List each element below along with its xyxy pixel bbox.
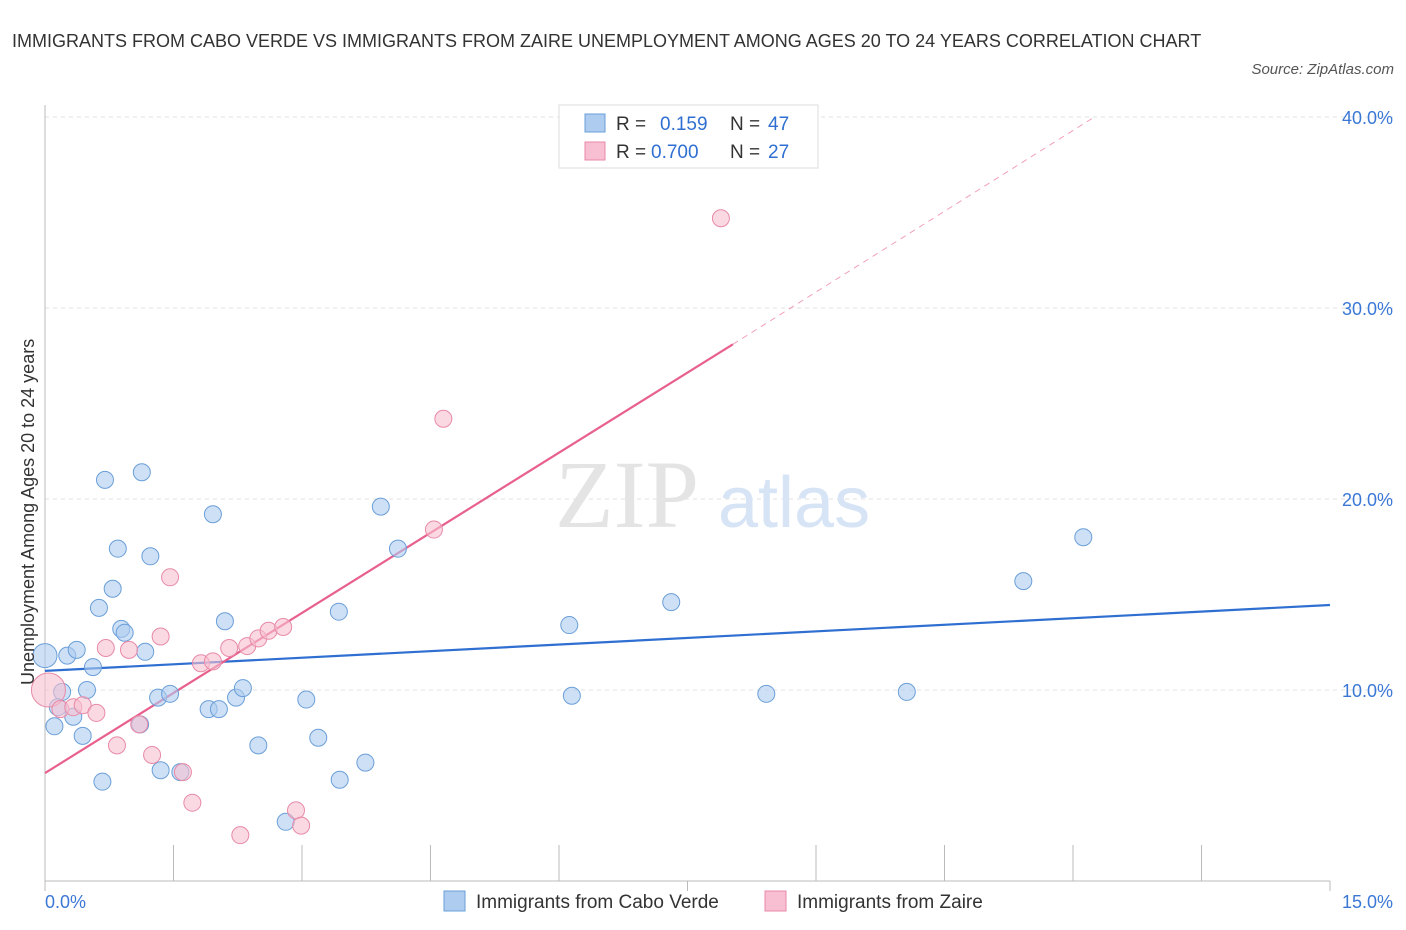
legend-r-value: 0.159: [660, 114, 708, 135]
data-point-zaire: [30, 672, 66, 708]
data-point-cabo-verde: [209, 700, 228, 719]
data-point-cabo-verde: [203, 505, 222, 524]
data-point-zaire: [119, 640, 138, 659]
data-point-cabo-verde: [757, 684, 776, 703]
data-point-cabo-verde: [215, 612, 234, 631]
data-point-zaire: [143, 745, 162, 764]
data-point-cabo-verde: [103, 579, 122, 598]
data-point-cabo-verde: [141, 547, 160, 566]
data-point-zaire: [107, 736, 126, 755]
legend-n-label: N =: [730, 114, 760, 135]
bottom-legend: Immigrants from Cabo Verde Immigrants fr…: [443, 890, 983, 913]
x-tick-label: 15.0%: [1342, 892, 1393, 912]
data-point-cabo-verde: [562, 686, 581, 705]
chart-title: IMMIGRANTS FROM CABO VERDE VS IMMIGRANTS…: [12, 31, 1202, 51]
data-point-cabo-verde: [161, 684, 180, 703]
trend-line-cabo-verde: [44, 603, 1331, 672]
data-point-cabo-verde: [77, 681, 96, 699]
data-point-zaire: [73, 696, 92, 715]
data-point-cabo-verde: [132, 463, 151, 482]
legend-n-value: 27: [768, 142, 789, 163]
data-point-cabo-verde: [233, 679, 252, 698]
data-point-cabo-verde: [356, 753, 375, 772]
bottom-legend-label-zaire: Immigrants from Zaire: [797, 892, 983, 913]
data-point-zaire: [183, 793, 202, 812]
data-point-cabo-verde: [136, 642, 155, 661]
y-tick-label: 20.0%: [1342, 490, 1393, 510]
data-point-cabo-verde: [897, 682, 916, 701]
data-point-cabo-verde: [83, 658, 102, 677]
data-point-cabo-verde: [67, 640, 86, 659]
data-point-cabo-verde: [309, 728, 328, 747]
bottom-legend-label-cabo-verde: Immigrants from Cabo Verde: [476, 892, 719, 913]
bottom-legend-swatch-cabo-verde: [443, 890, 466, 912]
data-point-zaire: [173, 763, 192, 782]
data-point-cabo-verde: [45, 717, 64, 736]
data-point-cabo-verde: [560, 616, 579, 635]
data-point-zaire: [231, 826, 250, 845]
legend-swatch-cabo-verde: [584, 113, 606, 133]
trend-line-extension: [732, 116, 1095, 345]
y-tick-label: 10.0%: [1342, 681, 1393, 701]
watermark-zip: ZIP: [555, 441, 699, 548]
data-point-cabo-verde: [249, 736, 268, 755]
y-axis-label: Unemployment Among Ages 20 to 24 years: [18, 339, 38, 685]
data-point-zaire: [96, 638, 115, 657]
data-point-zaire: [130, 715, 149, 734]
data-point-zaire: [220, 638, 239, 657]
data-point-cabo-verde: [662, 593, 681, 612]
data-point-cabo-verde: [32, 643, 58, 669]
data-point-cabo-verde: [388, 539, 407, 558]
data-point-cabo-verde: [73, 726, 92, 745]
data-point-cabo-verde: [95, 470, 114, 489]
y-tick-label: 40.0%: [1342, 108, 1393, 128]
data-point-zaire: [274, 617, 293, 636]
legend-r-label: R =: [616, 142, 646, 163]
data-point-cabo-verde: [93, 772, 112, 791]
data-point-zaire: [424, 520, 443, 539]
data-point-zaire: [161, 568, 180, 587]
watermark-atlas: atlas: [718, 463, 870, 543]
data-point-zaire: [434, 409, 453, 428]
data-point-cabo-verde: [89, 598, 108, 617]
x-tick-label: 0.0%: [45, 892, 86, 912]
data-point-cabo-verde: [151, 761, 170, 780]
data-point-cabo-verde: [371, 497, 390, 516]
data-point-zaire: [711, 209, 730, 228]
legend-n-label: N =: [730, 142, 760, 163]
legend-n-value: 47: [768, 114, 789, 135]
data-point-zaire: [87, 703, 106, 722]
data-point-zaire: [151, 627, 170, 646]
data-point-cabo-verde: [330, 770, 349, 789]
data-point-zaire: [287, 801, 306, 820]
data-point-cabo-verde: [115, 623, 134, 642]
data-point-cabo-verde: [1074, 528, 1093, 547]
y-tick-label: 30.0%: [1342, 299, 1393, 319]
legend: R = 0.159 N = 47 R = 0.700 N = 27: [558, 104, 819, 169]
data-point-cabo-verde: [108, 539, 127, 558]
data-point-zaire: [203, 652, 222, 671]
data-point-cabo-verde: [297, 690, 316, 709]
data-point-zaire: [292, 816, 311, 835]
data-point-cabo-verde: [329, 602, 348, 621]
legend-swatch-zaire: [584, 141, 606, 161]
legend-r-label: R =: [616, 114, 646, 135]
bottom-legend-swatch-zaire: [764, 890, 787, 912]
source-label: Source: ZipAtlas.com: [1251, 61, 1394, 78]
legend-r-value: 0.700: [651, 142, 699, 163]
data-point-cabo-verde: [1014, 572, 1033, 591]
